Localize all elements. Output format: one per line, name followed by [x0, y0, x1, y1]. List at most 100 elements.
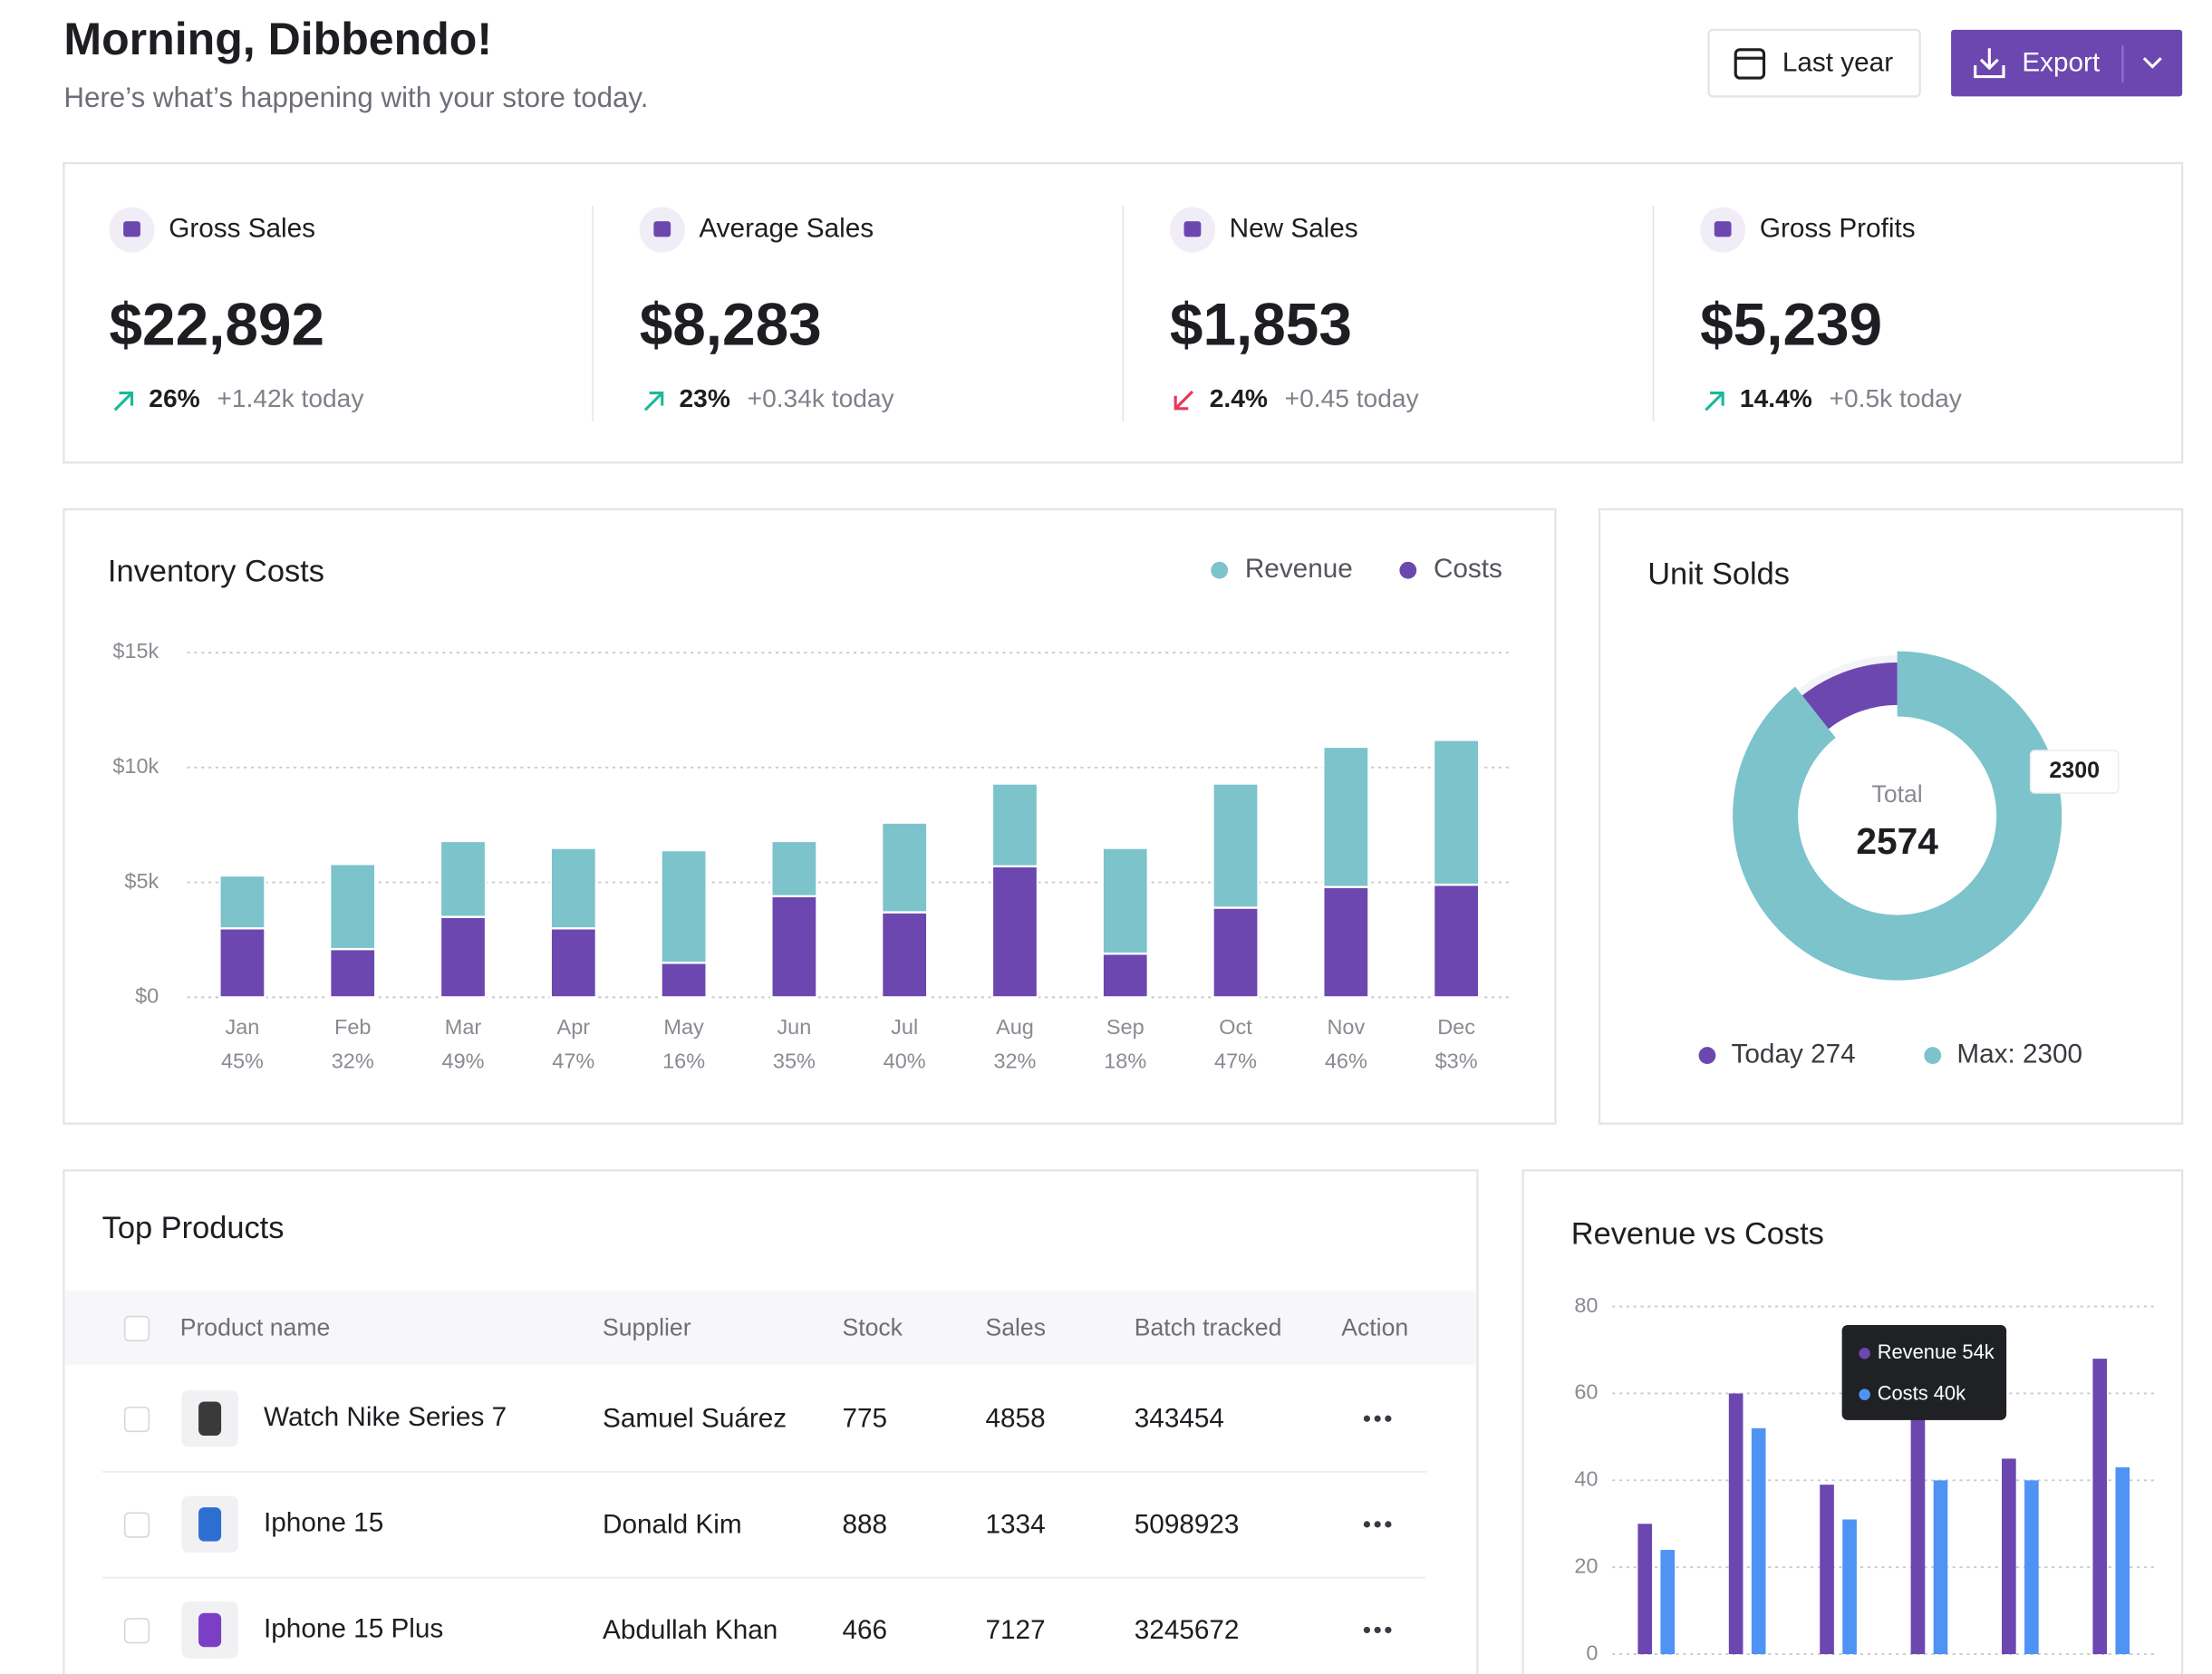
- stat-change: 23%: [680, 384, 730, 412]
- legend-marker: [1698, 1047, 1716, 1064]
- legend-label: Max: 2300: [1956, 1039, 2082, 1069]
- export-button[interactable]: Export: [1951, 29, 2183, 97]
- table-cell: Samuel Suárez: [603, 1404, 787, 1434]
- x-tick-note: 32%: [993, 1050, 1036, 1073]
- tooltip-marker: [1859, 1389, 1870, 1400]
- stat-label: New Sales: [1230, 213, 1358, 243]
- bar-segment: [880, 821, 929, 914]
- chart-title: Unit Solds: [1647, 557, 1790, 592]
- stat-value: $22,892: [109, 291, 324, 357]
- trend-arrow: [1174, 390, 1194, 411]
- period-button[interactable]: Last year: [1707, 28, 1921, 98]
- action-dot[interactable]: [1385, 1415, 1392, 1422]
- trend-arrow: [1705, 392, 1724, 411]
- bar-segment: [1322, 885, 1370, 999]
- table-cell: 5098923: [1135, 1509, 1240, 1539]
- donut-segment: [1801, 662, 1898, 730]
- checkbox[interactable]: [123, 1512, 150, 1538]
- table-cell: 7127: [985, 1615, 1045, 1645]
- stat-today: +1.42k today: [217, 384, 364, 412]
- chevron-icon[interactable]: [2142, 57, 2162, 69]
- donut-total: 2574: [1856, 820, 1938, 862]
- checkbox[interactable]: [123, 1406, 150, 1433]
- bar-segment: [770, 895, 818, 999]
- checkbox[interactable]: [123, 1315, 150, 1341]
- period-label[interactable]: Last year: [1782, 47, 1893, 77]
- y-tick-label: $5k: [124, 869, 159, 893]
- bar-segment: [990, 865, 1039, 999]
- period-button-box[interactable]: [1707, 28, 1921, 98]
- table-cell: Iphone 15 Plus: [264, 1613, 443, 1643]
- stat-value: $5,239: [1700, 291, 1882, 357]
- chart-title: Inventory Costs: [108, 554, 324, 588]
- column-header: Batch tracked: [1135, 1314, 1282, 1341]
- download-icon: [1974, 48, 2005, 79]
- action-dot[interactable]: [1374, 1415, 1381, 1422]
- product-glyph: [198, 1612, 222, 1648]
- x-tick-note: 49%: [442, 1050, 485, 1073]
- x-tick-label: Jun: [777, 1015, 811, 1039]
- bar-segment: [990, 782, 1039, 868]
- table-cell: Abdullah Khan: [603, 1615, 778, 1645]
- export-label[interactable]: Export: [2022, 47, 2101, 77]
- y-tick-label: 60: [1574, 1380, 1598, 1404]
- bar-segment: [218, 874, 266, 930]
- donut-center-label: Total: [1872, 780, 1923, 808]
- bar-segment: [1432, 883, 1481, 999]
- table-cell: Watch Nike Series 7: [264, 1402, 507, 1432]
- x-tick-note: 47%: [1214, 1050, 1257, 1073]
- action-dot[interactable]: [1374, 1626, 1381, 1634]
- stat-icon-glyph: [1714, 221, 1732, 237]
- table-cell: 775: [842, 1404, 887, 1434]
- stat-icon-glyph: [653, 221, 671, 237]
- x-tick-label: Sep: [1106, 1015, 1145, 1039]
- x-tick-label: Dec: [1437, 1015, 1475, 1039]
- bar-segment: [1432, 739, 1481, 886]
- stat-label: Gross Profits: [1760, 213, 1916, 243]
- bar: [1751, 1427, 1766, 1655]
- x-tick-note: 46%: [1325, 1050, 1367, 1073]
- chart-title: Revenue vs Costs: [1571, 1216, 1824, 1251]
- x-tick-label: Oct: [1219, 1015, 1252, 1039]
- x-tick-label: May: [663, 1015, 704, 1039]
- x-tick-note: 16%: [662, 1050, 705, 1073]
- bar: [1910, 1419, 1926, 1655]
- bar-segment: [1212, 782, 1260, 909]
- action-dot[interactable]: [1385, 1626, 1392, 1634]
- bar-segment: [1212, 906, 1260, 999]
- table-cell: 343454: [1135, 1404, 1224, 1434]
- column-header: Product name: [180, 1314, 331, 1341]
- action-dot[interactable]: [1363, 1521, 1371, 1528]
- product-glyph: [198, 1401, 222, 1437]
- subtitle: Here’s what’s happening with your store …: [63, 82, 648, 113]
- x-tick-label: Nov: [1327, 1015, 1365, 1039]
- action-dot[interactable]: [1363, 1415, 1371, 1422]
- x-tick-note: 18%: [1104, 1050, 1146, 1073]
- x-tick-note: 35%: [773, 1050, 816, 1073]
- table-cell: 3245672: [1135, 1615, 1240, 1645]
- bar: [2115, 1466, 2130, 1655]
- checkbox[interactable]: [123, 1618, 150, 1644]
- y-tick-label: $10k: [112, 754, 159, 778]
- table-cell: 1334: [985, 1509, 1045, 1539]
- callout-value: 2300: [2049, 758, 2100, 783]
- bar-segment: [439, 915, 488, 999]
- action-dot[interactable]: [1363, 1626, 1371, 1634]
- bar-segment: [329, 863, 377, 951]
- bar-segment: [329, 947, 377, 999]
- action-dot[interactable]: [1374, 1521, 1381, 1528]
- export-button-box[interactable]: [1951, 29, 2183, 97]
- x-tick-note: $3%: [1435, 1050, 1478, 1073]
- bar-segment: [439, 839, 488, 918]
- bar: [2002, 1458, 2016, 1655]
- column-header: Stock: [842, 1314, 903, 1341]
- bar-segment: [1101, 847, 1149, 955]
- action-dot[interactable]: [1385, 1521, 1392, 1528]
- bar: [2092, 1359, 2108, 1655]
- table-cell: Donald Kim: [603, 1509, 742, 1539]
- table-cell: 466: [842, 1615, 887, 1645]
- x-tick-label: Feb: [334, 1015, 371, 1039]
- stat-icon-glyph: [1183, 221, 1202, 237]
- tooltip-marker: [1859, 1347, 1870, 1360]
